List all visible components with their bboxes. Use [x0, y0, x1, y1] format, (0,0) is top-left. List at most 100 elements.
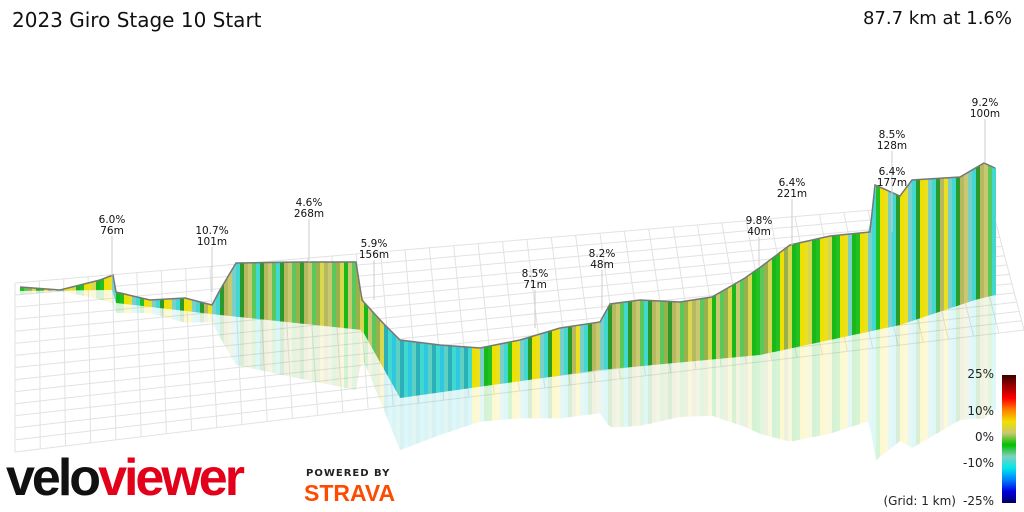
profile-segment: [888, 190, 892, 328]
profile-reflection: [512, 381, 516, 419]
profile-segment: [584, 323, 588, 373]
profile-segment: [352, 262, 356, 330]
profile-segment: [196, 300, 200, 313]
profile-reflection: [956, 305, 960, 423]
profile-reflection: [60, 290, 64, 292]
profile-reflection: [232, 316, 236, 366]
profile-reflection: [424, 394, 428, 442]
profile-segment: [896, 194, 900, 326]
climb-grade-label: 6.4%: [879, 166, 906, 178]
legend-tick: 25%: [967, 367, 994, 381]
profile-reflection: [484, 385, 488, 422]
profile-reflection: [440, 391, 444, 436]
profile-reflection: [20, 290, 24, 295]
profile-reflection: [704, 359, 708, 417]
gradient-legend-bar: [1002, 375, 1016, 503]
profile-reflection: [52, 290, 56, 292]
profile-reflection: [96, 290, 100, 300]
profile-reflection: [240, 317, 244, 367]
profile-reflection: [256, 318, 260, 371]
profile-reflection: [72, 290, 76, 295]
climb-grade-label: 8.5%: [522, 268, 549, 280]
profile-reflection: [376, 355, 380, 401]
climb-grade-label: 6.4%: [779, 177, 806, 189]
profile-segment: [448, 345, 452, 392]
profile-reflection: [272, 320, 276, 374]
profile-reflection: [896, 325, 900, 445]
profile-segment: [280, 262, 284, 322]
profile-reflection: [696, 360, 700, 417]
profile-reflection: [848, 335, 852, 428]
profile-segment: [660, 301, 664, 365]
profile-reflection: [620, 367, 624, 428]
profile-segment: [232, 263, 236, 317]
profile-reflection: [296, 323, 300, 379]
profile-segment: [772, 255, 776, 353]
profile-reflection: [780, 349, 784, 441]
profile-reflection: [604, 369, 608, 425]
profile-reflection: [236, 316, 240, 366]
profile-reflection: [88, 290, 92, 298]
profile-segment: [84, 283, 88, 291]
profile-segment: [460, 346, 464, 390]
profile-reflection: [276, 320, 280, 375]
profile-reflection: [860, 332, 864, 425]
profile-reflection: [892, 325, 896, 448]
profile-segment: [696, 298, 700, 361]
climb-length-label: 156m: [359, 249, 389, 261]
legend-tick: 0%: [974, 430, 994, 444]
profile-reflection: [400, 397, 404, 451]
profile-reflection: [612, 368, 616, 428]
profile-reflection: [180, 310, 184, 323]
profile-segment: [412, 341, 416, 397]
profile-reflection: [472, 387, 476, 425]
profile-segment: [764, 261, 768, 355]
strava-logo[interactable]: STRAVA: [304, 480, 396, 506]
profile-segment: [180, 298, 184, 311]
profile-segment: [684, 300, 688, 363]
profile-segment: [400, 340, 404, 398]
profile-reflection: [628, 367, 632, 427]
profile-segment: [344, 262, 348, 329]
profile-reflection: [688, 361, 692, 417]
profile-reflection: [412, 395, 416, 446]
profile-reflection: [940, 310, 944, 432]
profile-segment: [776, 252, 780, 352]
profile-segment: [248, 262, 252, 319]
profile-segment: [900, 190, 904, 325]
profile-reflection: [736, 356, 740, 426]
climb-length-label: 40m: [747, 226, 771, 238]
profile-reflection: [164, 308, 168, 319]
profile-reflection: [328, 326, 332, 386]
profile-segment: [552, 329, 556, 377]
profile-reflection: [664, 363, 668, 421]
profile-segment: [516, 340, 520, 382]
profile-segment: [132, 295, 136, 306]
climb-length-label: 101m: [197, 236, 227, 248]
profile-reflection: [160, 308, 164, 317]
profile-segment: [188, 298, 192, 312]
profile-segment: [420, 342, 424, 396]
profile-reflection: [380, 362, 384, 411]
profile-reflection: [516, 381, 520, 419]
profile-segment: [348, 262, 352, 329]
profile-reflection: [760, 354, 764, 435]
profile-reflection: [900, 323, 904, 444]
profile-segment: [492, 344, 496, 386]
profile-reflection: [188, 311, 192, 323]
profile-segment: [136, 296, 140, 306]
profile-segment: [200, 301, 204, 314]
climb-length-label: 221m: [777, 188, 807, 200]
profile-reflection: [788, 348, 792, 442]
profile-segment: [496, 344, 500, 385]
veloviewer-logo[interactable]: veloviewer: [6, 449, 245, 507]
profile-segment: [444, 345, 448, 392]
profile-reflection: [208, 313, 212, 323]
profile-segment: [884, 188, 888, 329]
profile-segment: [984, 163, 988, 298]
profile-segment: [244, 262, 248, 318]
profile-segment: [536, 334, 540, 379]
profile-reflection: [280, 321, 284, 376]
profile-segment: [184, 298, 188, 312]
profile-reflection: [932, 313, 936, 437]
